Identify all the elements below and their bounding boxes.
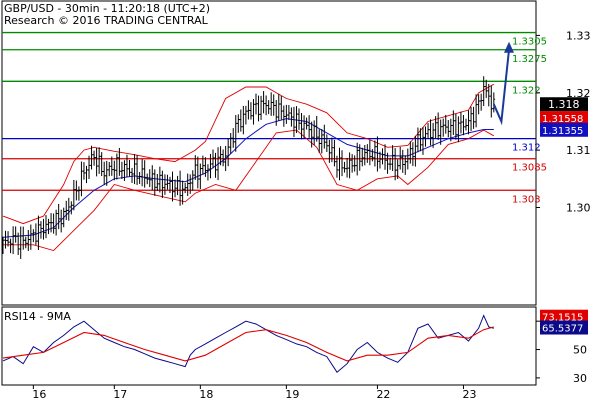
moving-average-line xyxy=(2,118,494,238)
date-axis-label: 23 xyxy=(462,388,476,400)
rsi-lines xyxy=(2,314,494,373)
forecast-arrow-head xyxy=(504,41,514,53)
current-price-label: 1.318 xyxy=(548,98,580,111)
rsi-axis-label: 30 xyxy=(573,372,587,385)
rsi-panel-frame xyxy=(1,306,537,386)
date-axis-label: 18 xyxy=(199,388,213,400)
indicator-tag-box xyxy=(540,122,588,137)
candles xyxy=(1,76,496,259)
level-label: 1.3085 xyxy=(512,163,547,174)
forecast-arrow-line xyxy=(492,49,510,126)
indicator-tag-label: 1.31355 xyxy=(542,126,583,137)
date-axis-label: 19 xyxy=(285,388,299,400)
rsi-tag-box xyxy=(540,320,588,335)
price-axis-label: 1.30 xyxy=(566,201,590,214)
date-axis-label: 22 xyxy=(376,388,390,400)
date-axis: 16 17 18 19 22 23 xyxy=(32,385,476,400)
price-axis-label: 1.31 xyxy=(566,144,590,157)
rsi-tag-label: 65.5377 xyxy=(542,324,583,335)
level-lines: 1.3305 1.3275 1.322 1.312 1.3085 1.303 xyxy=(2,31,547,205)
forecast-arrow xyxy=(492,41,514,126)
rsi-line xyxy=(2,314,494,373)
price-axis-label: 1.32 xyxy=(566,87,590,100)
indicator-tag-label: 1.31558 xyxy=(542,114,583,125)
level-label: 1.3275 xyxy=(512,54,547,65)
current-price-box xyxy=(540,97,588,112)
rsi-axis-label: 50 xyxy=(573,344,587,357)
bollinger-lower-line xyxy=(3,129,495,252)
level-label: 1.312 xyxy=(512,143,541,154)
rsi-panel-title: RSI14 - 9MA xyxy=(4,310,71,323)
chart-header-line2: Research © 2016 TRADING CENTRAL xyxy=(4,14,209,27)
rsi-tag-box xyxy=(540,309,588,324)
rsi_ma-line xyxy=(2,326,494,362)
level-label: 1.303 xyxy=(512,194,541,205)
level-label: 1.322 xyxy=(512,85,541,96)
rsi-tag-label: 73.1515 xyxy=(542,313,583,324)
level-label: 1.3305 xyxy=(512,37,547,48)
price-axis-label: 1.33 xyxy=(566,29,590,42)
indicator-tag-box xyxy=(540,111,588,126)
price-panel-frame xyxy=(1,0,537,306)
date-axis-label: 16 xyxy=(32,388,46,400)
date-axis-label: 17 xyxy=(113,388,127,400)
chart-header-line1: GBP/USD - 30min - 11:20:18 (UTC+2) xyxy=(4,2,210,15)
